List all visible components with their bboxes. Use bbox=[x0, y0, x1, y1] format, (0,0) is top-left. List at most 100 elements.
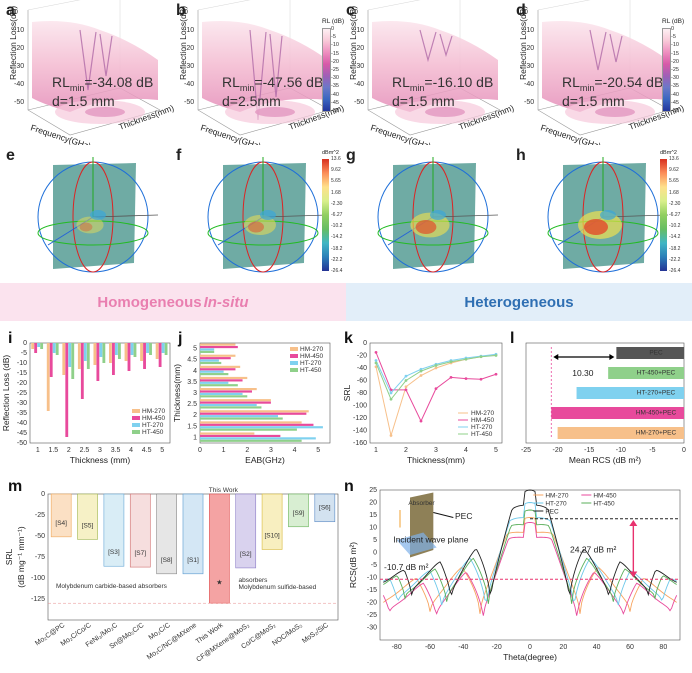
x-axis-label: Mean RCS (dB m²) bbox=[569, 455, 641, 465]
bar-hm-270 bbox=[200, 388, 257, 391]
scatter-blob-red bbox=[415, 220, 437, 234]
chart-k-srl: 0 -20 -40 -60 -80 -100 -120 -140 -160 1 2 3 4 5 Thickn… bbox=[342, 340, 503, 465]
point-hm-270 bbox=[389, 434, 393, 437]
panel-letter-f: f bbox=[176, 147, 182, 164]
x-tick-label: 0 bbox=[198, 447, 202, 454]
panel-letter-m: m bbox=[8, 478, 23, 495]
colorbar-rcs-f-tick: -22.2 bbox=[331, 256, 343, 263]
x-tick-label: 5 bbox=[316, 447, 320, 454]
point-ht-450 bbox=[389, 397, 393, 401]
sphere-ring-green bbox=[37, 220, 149, 246]
bar-ht-270 bbox=[200, 392, 243, 396]
panel-letter-e: e bbox=[6, 147, 15, 164]
x-tick-label: 4 bbox=[293, 447, 297, 454]
bar-hm-450 bbox=[158, 343, 162, 367]
colorbar-rl-b: RL (dB) 0 -5 -10 -15 -20 -25 -30 -35 -40 -45 -50 bbox=[322, 18, 352, 114]
point-hm-450 bbox=[434, 387, 438, 391]
colorbar-rl-d-tick: -25 bbox=[671, 67, 679, 73]
y-tick-label: 4.5 bbox=[187, 357, 197, 364]
bar-hm-270 bbox=[93, 343, 97, 365]
bar-hm-270 bbox=[200, 354, 236, 357]
bar-hm-270 bbox=[200, 343, 236, 346]
bar-hm-450 bbox=[200, 379, 243, 382]
z-tick: -50 bbox=[524, 99, 534, 106]
y-tick-label: 0 bbox=[23, 340, 27, 347]
x-tick-label: 1 bbox=[222, 447, 226, 454]
y-tick-label: 20 bbox=[369, 500, 377, 507]
z-tick: -20 bbox=[184, 45, 194, 52]
y-tick-label: -20 bbox=[17, 380, 27, 387]
legend-label: HT-450 bbox=[471, 431, 493, 438]
bar-ht-450 bbox=[164, 343, 168, 355]
bar-hm-270 bbox=[200, 410, 309, 413]
bar-hm-450 bbox=[200, 412, 307, 415]
bar-ht-270 bbox=[68, 343, 72, 367]
colorbar-rcs-f-tick: 5.65 bbox=[331, 178, 341, 185]
bar-hm-270 bbox=[155, 343, 159, 359]
x-tick-label: 0 bbox=[528, 644, 532, 651]
inset-schematic: Absorber PEC Incident wave plane bbox=[393, 492, 472, 558]
x-tick-label: -20 bbox=[553, 447, 563, 454]
colorbar-rcs-h-tick: 13.6 bbox=[669, 156, 679, 162]
colorbar-rl-d-tick: 0 bbox=[671, 26, 675, 32]
rl-prefix: RL bbox=[222, 74, 240, 90]
rl-min-annotation-a: RLmin=-34.08 dB bbox=[52, 75, 153, 96]
z-tick: -40 bbox=[184, 81, 194, 88]
point-ht-450 bbox=[449, 360, 453, 364]
banner-homogeneous: Homogeneous In-situ bbox=[0, 283, 346, 321]
colorbar-rcs-h-tick: 5.65 bbox=[669, 178, 679, 185]
point-ht-270 bbox=[389, 391, 393, 395]
bar-ref-label: [S2] bbox=[240, 551, 252, 558]
colorbar-rl-d-tick: -45 bbox=[671, 99, 679, 106]
colorbar-rl-d-tick: -15 bbox=[671, 50, 679, 57]
point-hm-450 bbox=[404, 388, 408, 392]
group-label-sulfide-2: absorbers bbox=[239, 577, 269, 584]
x-tick-label: 2 bbox=[404, 447, 408, 454]
bar-hm-450 bbox=[49, 343, 53, 377]
banner-homogeneous-italic: In-situ bbox=[203, 293, 249, 311]
bar-ht-270 bbox=[52, 343, 56, 353]
x-tick-label: Mo₂C/NC@MXene bbox=[146, 622, 198, 662]
scatter-blob-blue bbox=[600, 210, 616, 220]
legend-label: HT-450 bbox=[300, 367, 322, 374]
panel-3d-b: b 0 -10 -20 -30 -40 -50 Reflection Loss(dB) Freq… bbox=[176, 0, 345, 145]
panel-3d-a: a 0 -10 -20 -30 -40 -50 Reflection Loss(dB) Freq… bbox=[6, 0, 175, 145]
y-tick-label: -80 bbox=[357, 390, 367, 397]
bar-pec bbox=[616, 347, 684, 359]
colorbar-rl-b-gradient bbox=[322, 28, 331, 112]
bar-hm-270 bbox=[62, 343, 66, 375]
y-axis-label: Thickness(mm) bbox=[172, 364, 182, 422]
colorbar-rl-b-tick: -40 bbox=[331, 91, 339, 98]
bar-label: HM-270+PEC bbox=[636, 430, 677, 437]
x-tick-label: -40 bbox=[458, 644, 468, 651]
colorbar-rcs-h: dBm^2 13.6 9.62 5.65 1.68 -2.30 -6.27 -10.2 -14.… bbox=[660, 150, 690, 280]
y-axis-label: SRL bbox=[342, 384, 352, 401]
y-tick-label: -100 bbox=[31, 575, 45, 582]
z-tick: 0 bbox=[524, 9, 528, 16]
x-tick-label: 3 bbox=[269, 447, 273, 454]
surface bbox=[542, 21, 668, 112]
point-ht-450 bbox=[434, 364, 438, 367]
bar-ht-270 bbox=[115, 343, 118, 355]
axis-arrow-x bbox=[47, 216, 94, 246]
legend-label: HM-450 bbox=[142, 415, 166, 422]
x-tick-label: 4 bbox=[464, 447, 468, 454]
y-tick-label: -25 bbox=[17, 390, 27, 397]
colorbar-rl-d: RL (dB) 0 -5 -10 -15 -20 -25 -30 -35 -40 -45 -50 bbox=[662, 18, 692, 114]
colorbar-rcs-h-tick: -14.2 bbox=[669, 234, 681, 241]
colorbar-rcs-f-title: dBm^2 bbox=[322, 150, 339, 156]
legend-label: HT-270 bbox=[142, 422, 164, 429]
y-tick-label: 3 bbox=[193, 390, 197, 397]
chart-n-rcs-theta: -80 -60 -40 -20 0 20 40 60 80 25 20 15 10 5 0 -5 -10 -15 -… bbox=[348, 487, 681, 662]
y-tick-label: -120 bbox=[353, 415, 367, 422]
y-tick-label: -160 bbox=[353, 440, 367, 447]
bar-ht-270 bbox=[200, 370, 224, 373]
y-tick-label: 5 bbox=[373, 537, 377, 544]
x-tick-label: 40 bbox=[593, 644, 601, 651]
difference-annotation: 10.30 bbox=[572, 368, 594, 378]
panel-letter-c: c bbox=[346, 2, 355, 19]
bar-ref-label: [S1] bbox=[187, 557, 199, 564]
y-tick-label: -5 bbox=[21, 350, 27, 357]
bar-hm-270 bbox=[124, 343, 128, 361]
